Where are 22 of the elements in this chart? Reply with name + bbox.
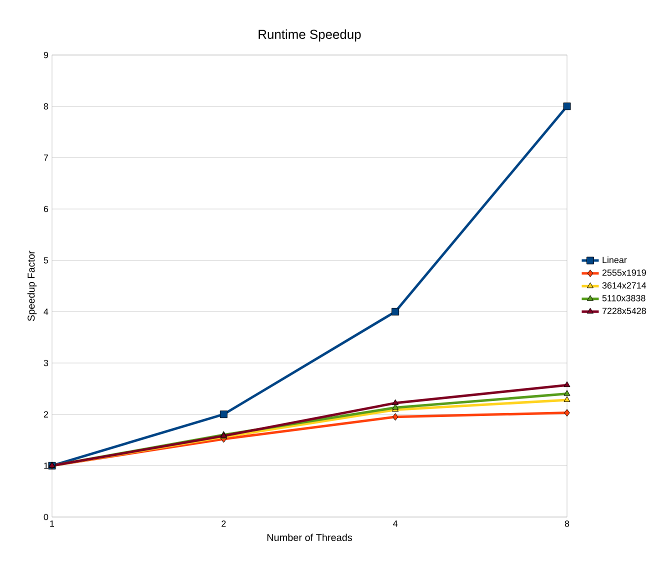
y-tick-label: 8 — [44, 103, 48, 110]
y-tick-label: 4 — [44, 308, 48, 315]
y-tick-label: 6 — [44, 206, 48, 212]
y-tick-label: 9 — [44, 52, 48, 58]
x-axis-title: Number of Threads — [267, 534, 352, 542]
legend-label: 3614x2714 — [602, 282, 646, 289]
legend-label: 2555x1919 — [602, 270, 646, 276]
x-tick-label: 2 — [222, 520, 226, 527]
y-tick-label: 7 — [44, 154, 48, 161]
legend-label: 7228x5428 — [602, 308, 646, 314]
y-tick-label: 5 — [44, 257, 48, 264]
y-tick-label: 1 — [44, 462, 48, 469]
y-tick-label: 2 — [44, 411, 48, 418]
x-tick-label: 1 — [50, 520, 54, 527]
y-tick-label: 0 — [44, 514, 48, 520]
x-tick-label: 8 — [564, 520, 570, 527]
y-tick-label: 3 — [44, 360, 48, 366]
chart-title: Runtime Speedup — [258, 29, 361, 42]
x-tick-label: 4 — [393, 520, 398, 527]
legend-label: Linear — [602, 256, 627, 264]
y-axis-title: Speedup Factor — [27, 250, 37, 321]
legend-label: 5110x3838 — [602, 294, 646, 302]
